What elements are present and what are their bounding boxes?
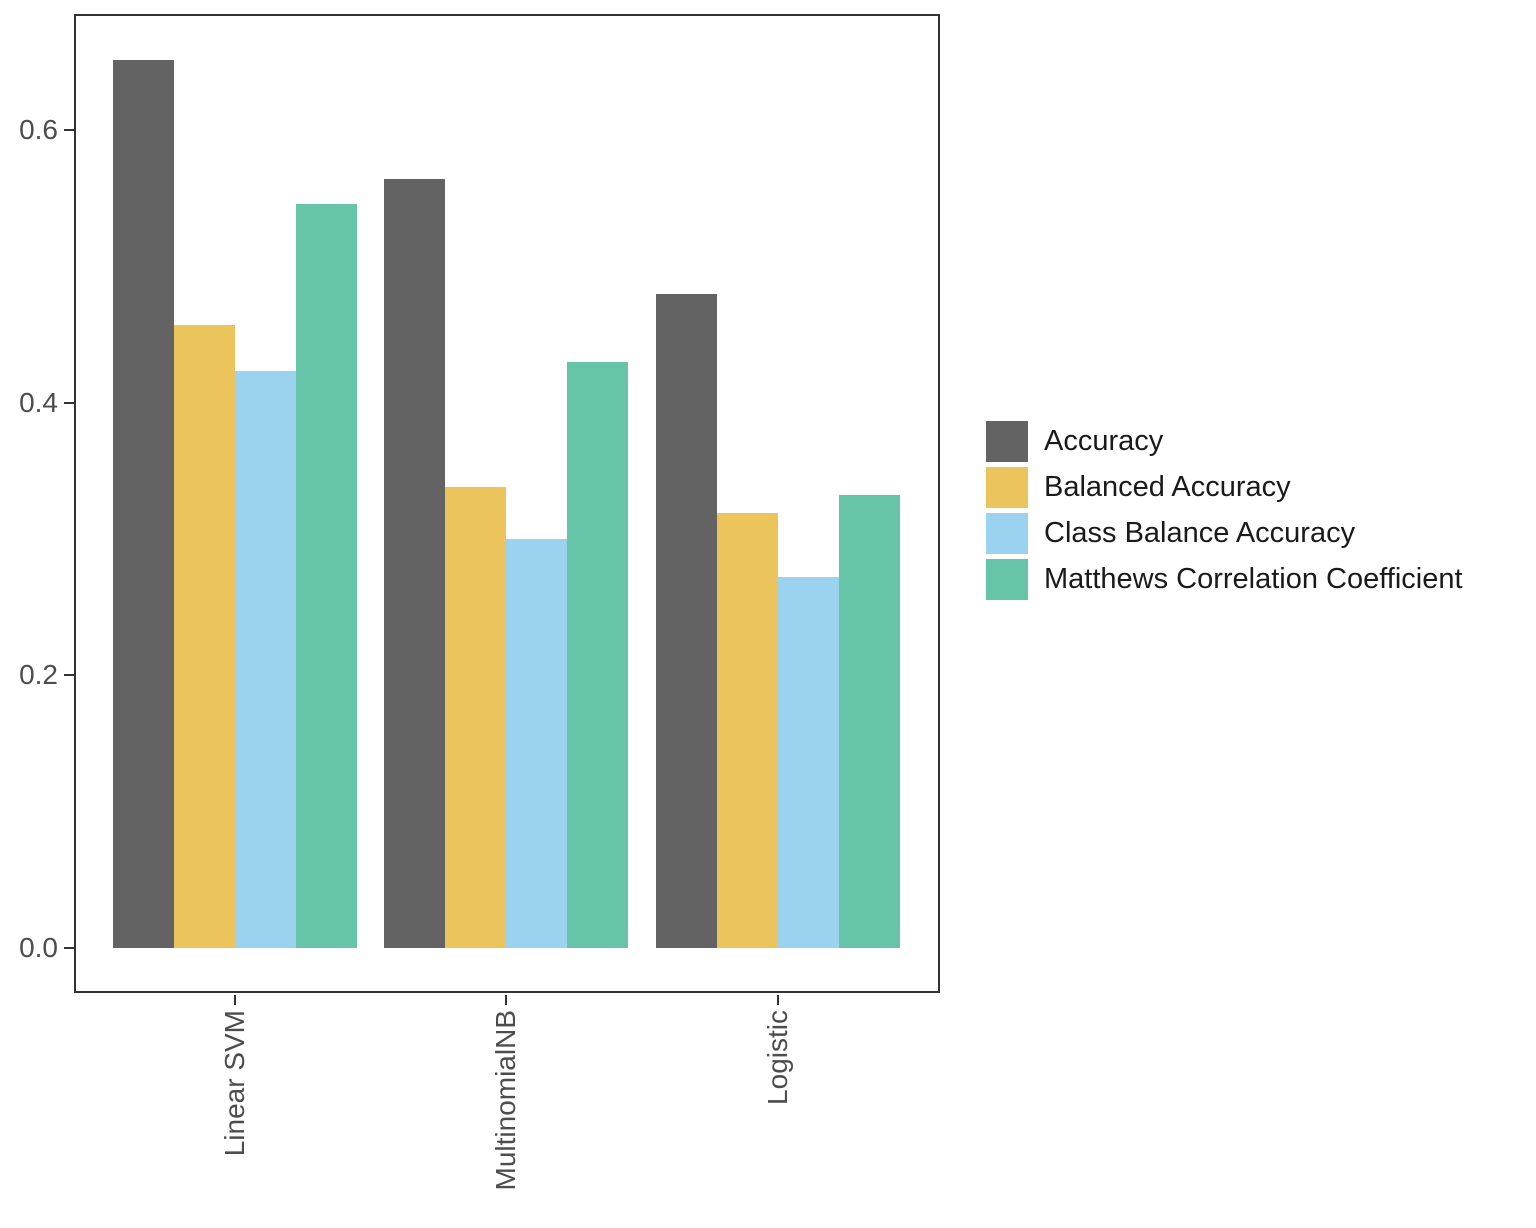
y-tick-mark	[64, 947, 74, 949]
bar	[506, 539, 567, 948]
bar	[235, 371, 296, 948]
legend-item: Accuracy	[986, 421, 1463, 462]
y-tick-mark	[64, 402, 74, 404]
y-tick-label: 0.4	[19, 387, 58, 418]
x-tick-mark	[505, 995, 507, 1005]
x-tick-label: MultinomialNB	[490, 1010, 521, 1191]
bar	[113, 60, 174, 948]
y-tick-label: 0.6	[19, 114, 58, 145]
bar	[174, 325, 235, 948]
bar	[717, 513, 778, 948]
bar	[567, 362, 628, 948]
y-tick-mark	[64, 674, 74, 676]
legend-label: Accuracy	[1044, 425, 1164, 457]
bar	[445, 487, 506, 948]
bar	[778, 577, 839, 948]
legend-item: Class Balance Accuracy	[986, 513, 1463, 554]
legend-label: Class Balance Accuracy	[1044, 517, 1356, 549]
legend-key-swatch	[986, 467, 1028, 508]
bar	[656, 294, 717, 948]
legend-key-swatch	[986, 559, 1028, 600]
y-tick-label: 0.2	[19, 659, 58, 690]
bar	[384, 179, 445, 948]
legend-label: Matthews Correlation Coefficient	[1044, 563, 1463, 595]
legend-label: Balanced Accuracy	[1044, 471, 1291, 503]
legend-key-swatch	[986, 421, 1028, 462]
legend: Accuracy Balanced Accuracy Class Balance A…	[986, 421, 1463, 600]
y-tick-label: 0.0	[19, 932, 58, 963]
x-tick-mark	[777, 995, 779, 1005]
legend-item: Balanced Accuracy	[986, 467, 1463, 508]
y-tick-mark	[64, 129, 74, 131]
bar	[839, 495, 900, 948]
bar	[296, 204, 357, 948]
x-tick-label: Linear SVM	[219, 1010, 250, 1157]
x-tick-mark	[234, 995, 236, 1005]
x-tick-label: Logistic	[762, 1010, 793, 1105]
legend-item: Matthews Correlation Coefficient	[986, 559, 1463, 600]
legend-key-swatch	[986, 513, 1028, 554]
